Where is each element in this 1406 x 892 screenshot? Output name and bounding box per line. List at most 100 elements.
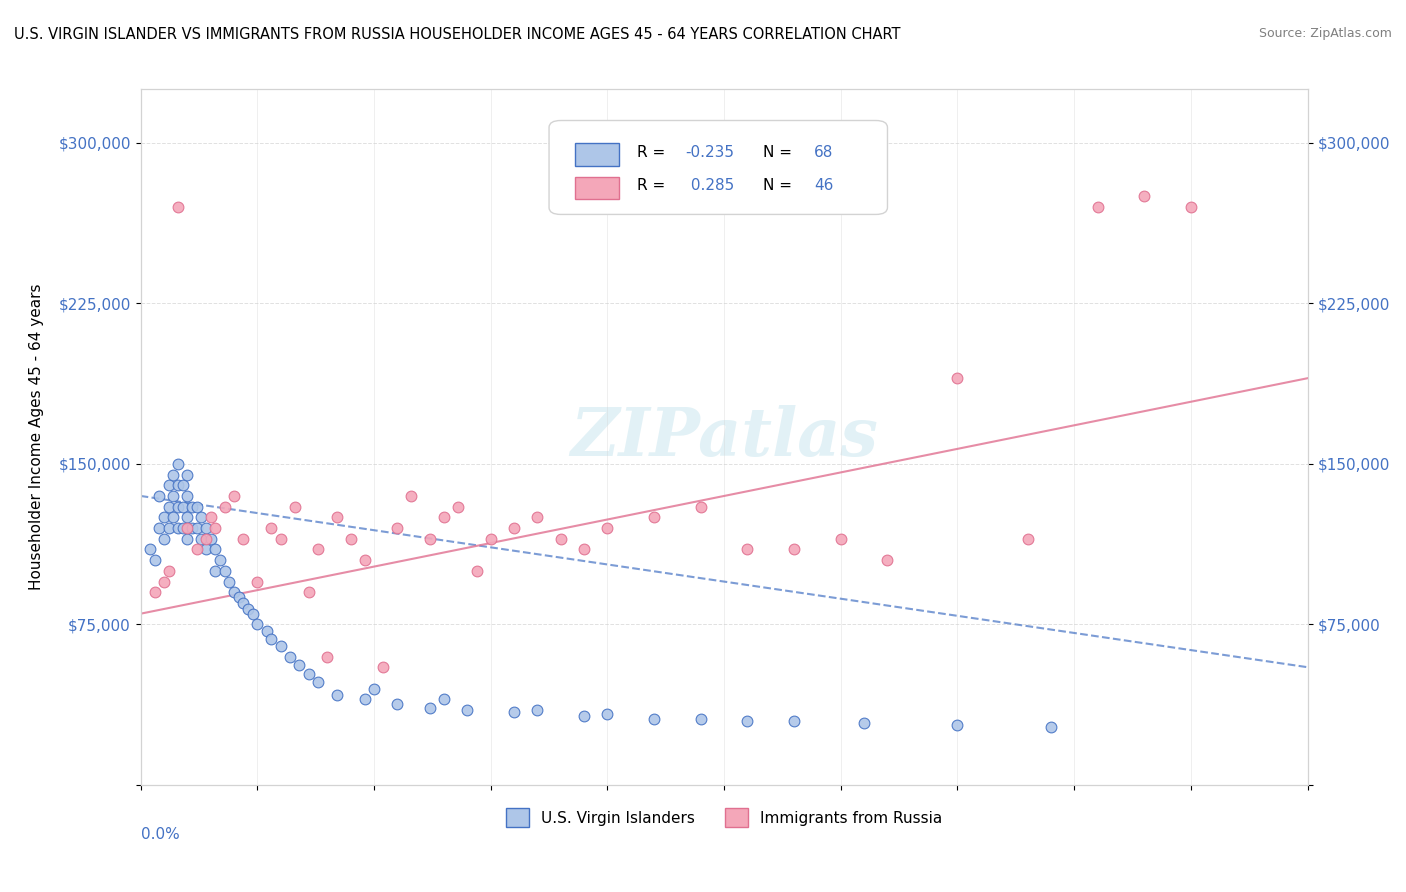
Point xyxy=(167,200,190,214)
Point xyxy=(176,521,198,535)
Point xyxy=(236,602,259,616)
Point xyxy=(242,607,264,621)
Point xyxy=(284,500,307,514)
Point xyxy=(186,521,208,535)
Point xyxy=(1039,720,1062,734)
Point xyxy=(876,553,898,567)
Point xyxy=(433,692,456,706)
Text: ZIPatlas: ZIPatlas xyxy=(571,405,877,469)
Point xyxy=(572,709,595,723)
Point xyxy=(153,532,176,546)
Point xyxy=(503,521,526,535)
Point xyxy=(228,590,250,604)
Text: R =: R = xyxy=(637,145,669,160)
Point xyxy=(214,500,236,514)
Point xyxy=(737,714,759,728)
Point xyxy=(190,510,212,524)
Point xyxy=(186,500,208,514)
Text: 68: 68 xyxy=(814,145,834,160)
Point xyxy=(194,532,217,546)
Point xyxy=(157,521,180,535)
Point xyxy=(643,510,665,524)
Point xyxy=(139,542,162,557)
Point xyxy=(167,457,190,471)
Point xyxy=(353,692,375,706)
Point xyxy=(853,715,876,730)
Point xyxy=(783,542,806,557)
Point xyxy=(143,585,166,599)
Point xyxy=(222,585,245,599)
Point xyxy=(246,617,269,632)
Point xyxy=(190,532,212,546)
Point xyxy=(176,532,198,546)
Point xyxy=(204,542,226,557)
Point xyxy=(246,574,269,589)
Point xyxy=(157,478,180,492)
Bar xyxy=(575,177,619,199)
Point xyxy=(387,521,409,535)
Text: 0.0%: 0.0% xyxy=(141,827,180,842)
Point xyxy=(456,703,478,717)
Point xyxy=(167,478,190,492)
Point xyxy=(222,489,245,503)
Point xyxy=(172,500,194,514)
FancyBboxPatch shape xyxy=(548,120,887,214)
Point xyxy=(162,489,184,503)
Text: Source: ZipAtlas.com: Source: ZipAtlas.com xyxy=(1258,27,1392,40)
Point xyxy=(419,532,441,546)
Point xyxy=(194,521,217,535)
Point xyxy=(218,574,240,589)
Point xyxy=(316,649,339,664)
Point xyxy=(1087,200,1109,214)
Point xyxy=(783,714,806,728)
Point xyxy=(433,510,456,524)
Point xyxy=(946,371,969,385)
Point xyxy=(232,596,254,610)
Point xyxy=(550,532,572,546)
Point xyxy=(353,553,375,567)
Point xyxy=(447,500,470,514)
Point xyxy=(596,521,619,535)
Point xyxy=(643,712,665,726)
Point xyxy=(153,574,176,589)
Point xyxy=(363,681,385,696)
Point xyxy=(143,553,166,567)
Point xyxy=(157,564,180,578)
Text: -0.235: -0.235 xyxy=(686,145,734,160)
Point xyxy=(167,521,190,535)
Point xyxy=(325,688,347,702)
Point xyxy=(278,649,301,664)
Legend: U.S. Virgin Islanders, Immigrants from Russia: U.S. Virgin Islanders, Immigrants from R… xyxy=(499,802,949,833)
Text: R =: R = xyxy=(637,178,669,194)
Point xyxy=(373,660,395,674)
Point xyxy=(689,500,711,514)
Point xyxy=(232,532,254,546)
Point xyxy=(157,500,180,514)
Point xyxy=(1180,200,1202,214)
Point xyxy=(596,707,619,722)
Point xyxy=(153,510,176,524)
Point xyxy=(307,542,329,557)
Point xyxy=(298,585,321,599)
Point xyxy=(465,564,488,578)
Point xyxy=(572,542,595,557)
Point xyxy=(298,666,321,681)
Point xyxy=(387,697,409,711)
Point xyxy=(172,521,194,535)
Point xyxy=(401,489,423,503)
Text: N =: N = xyxy=(762,145,796,160)
Point xyxy=(1017,532,1039,546)
Point xyxy=(946,718,969,732)
Point xyxy=(186,542,208,557)
Point xyxy=(148,521,170,535)
Text: N =: N = xyxy=(762,178,796,194)
Point xyxy=(288,658,311,673)
Point xyxy=(214,564,236,578)
Point xyxy=(162,510,184,524)
Bar xyxy=(575,144,619,166)
Point xyxy=(737,542,759,557)
Point xyxy=(200,532,222,546)
Text: 46: 46 xyxy=(814,178,834,194)
Point xyxy=(167,500,190,514)
Point xyxy=(208,553,231,567)
